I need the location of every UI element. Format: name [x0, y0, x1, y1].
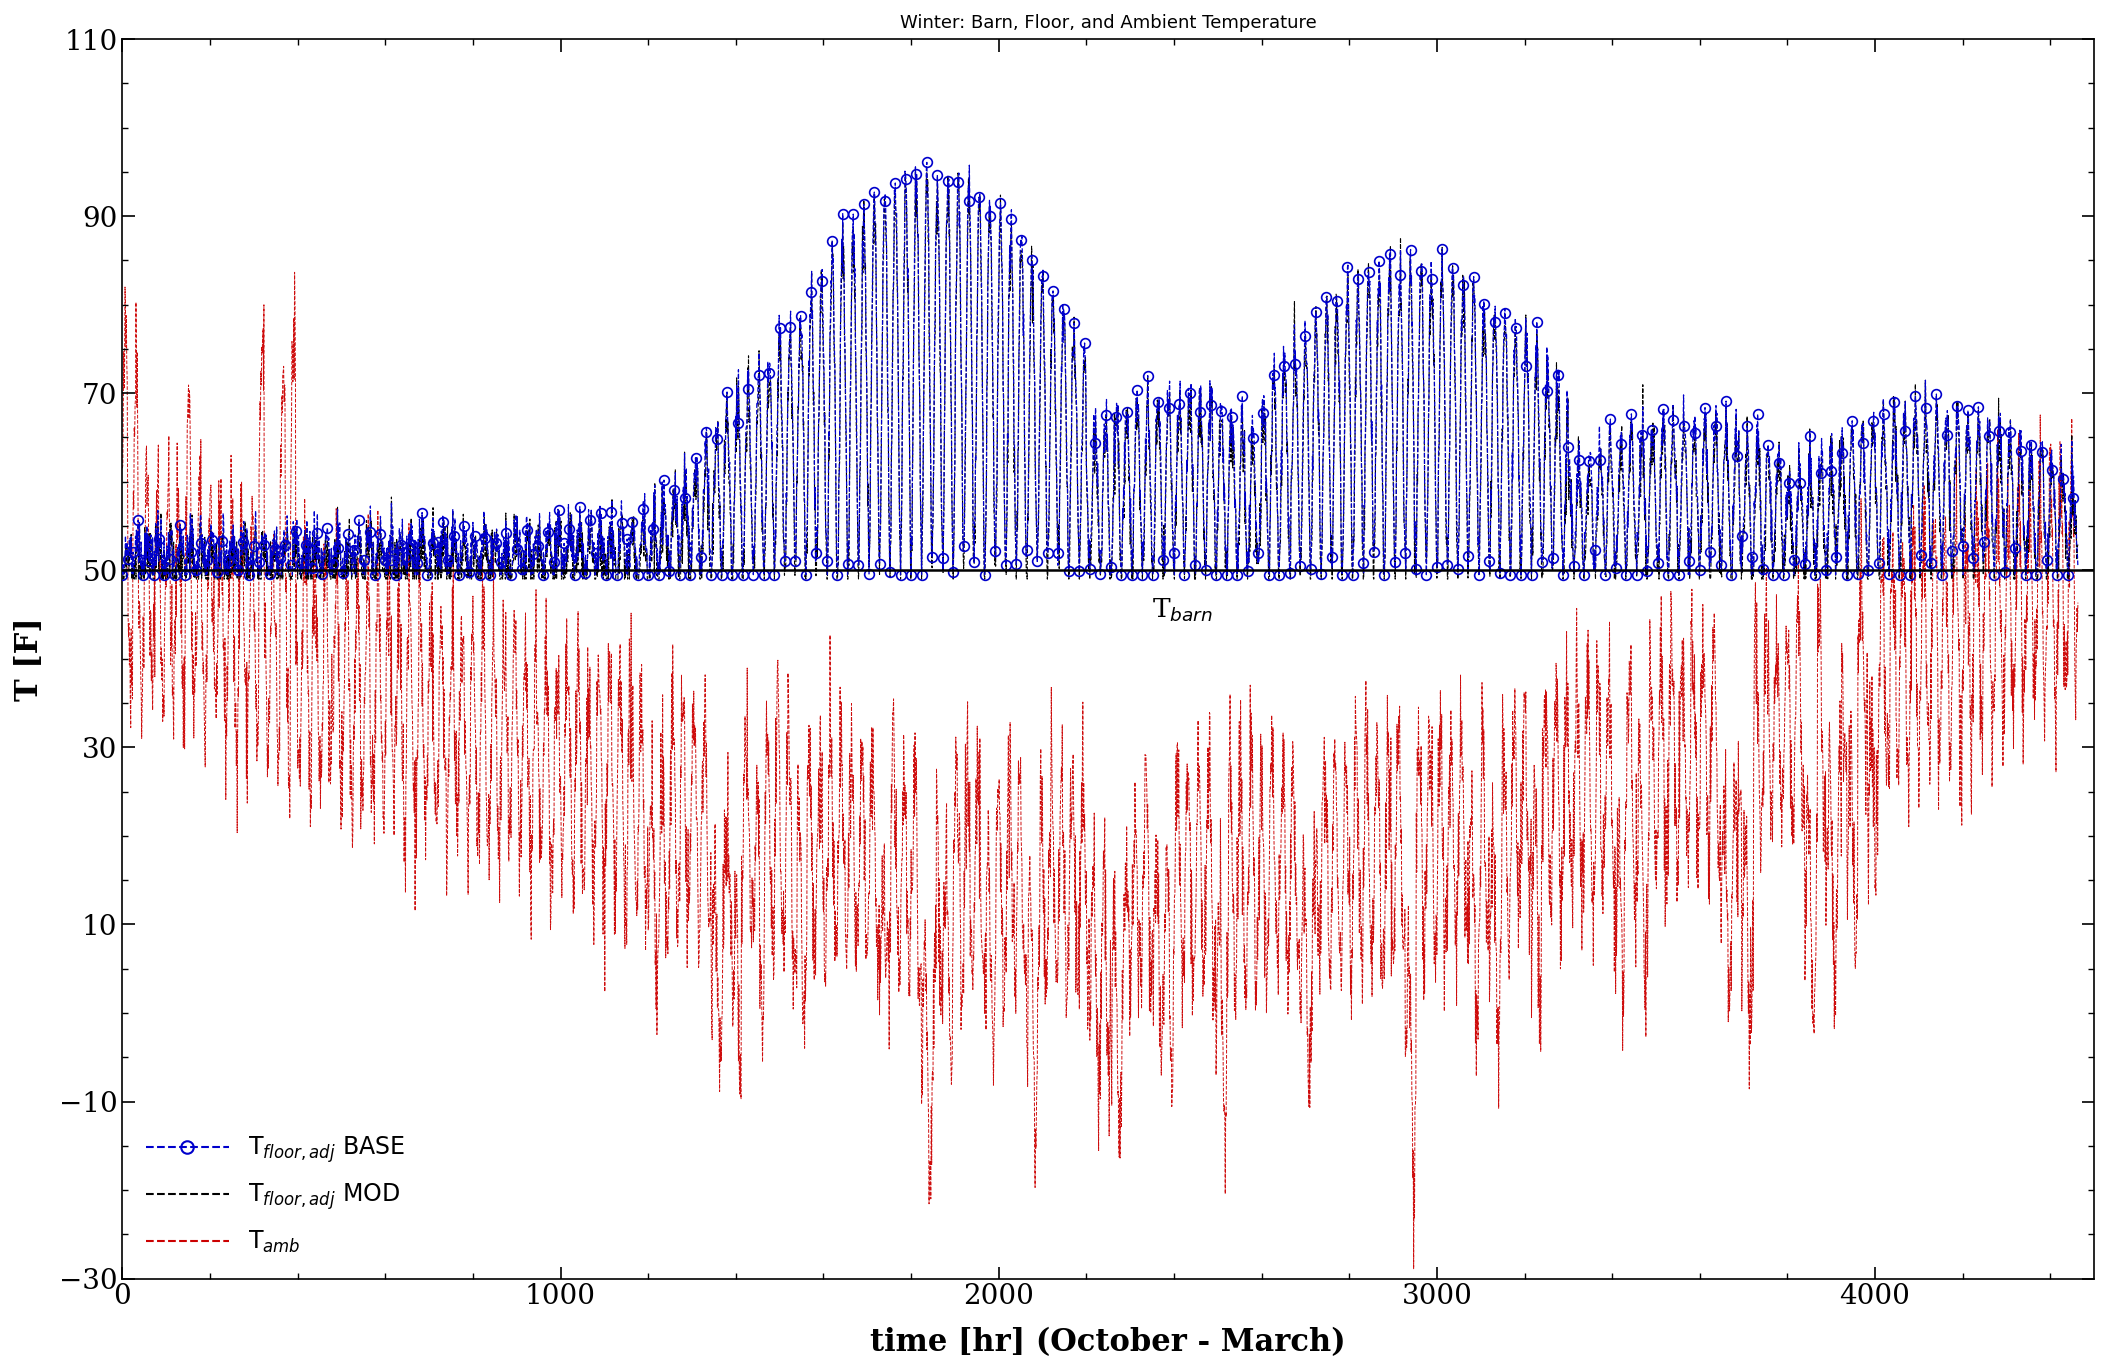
Y-axis label: T [F]: T [F] — [15, 617, 44, 701]
Title: Winter: Barn, Floor, and Ambient Temperature: Winter: Barn, Floor, and Ambient Tempera… — [900, 14, 1318, 32]
Legend: T$_{floor,adj}$ BASE, T$_{floor,adj}$ MOD, T$_{amb}$: T$_{floor,adj}$ BASE, T$_{floor,adj}$ MO… — [135, 1122, 415, 1266]
Text: T$_{barn}$: T$_{barn}$ — [1153, 597, 1212, 624]
X-axis label: time [hr] (October - March): time [hr] (October - March) — [871, 1327, 1347, 1358]
